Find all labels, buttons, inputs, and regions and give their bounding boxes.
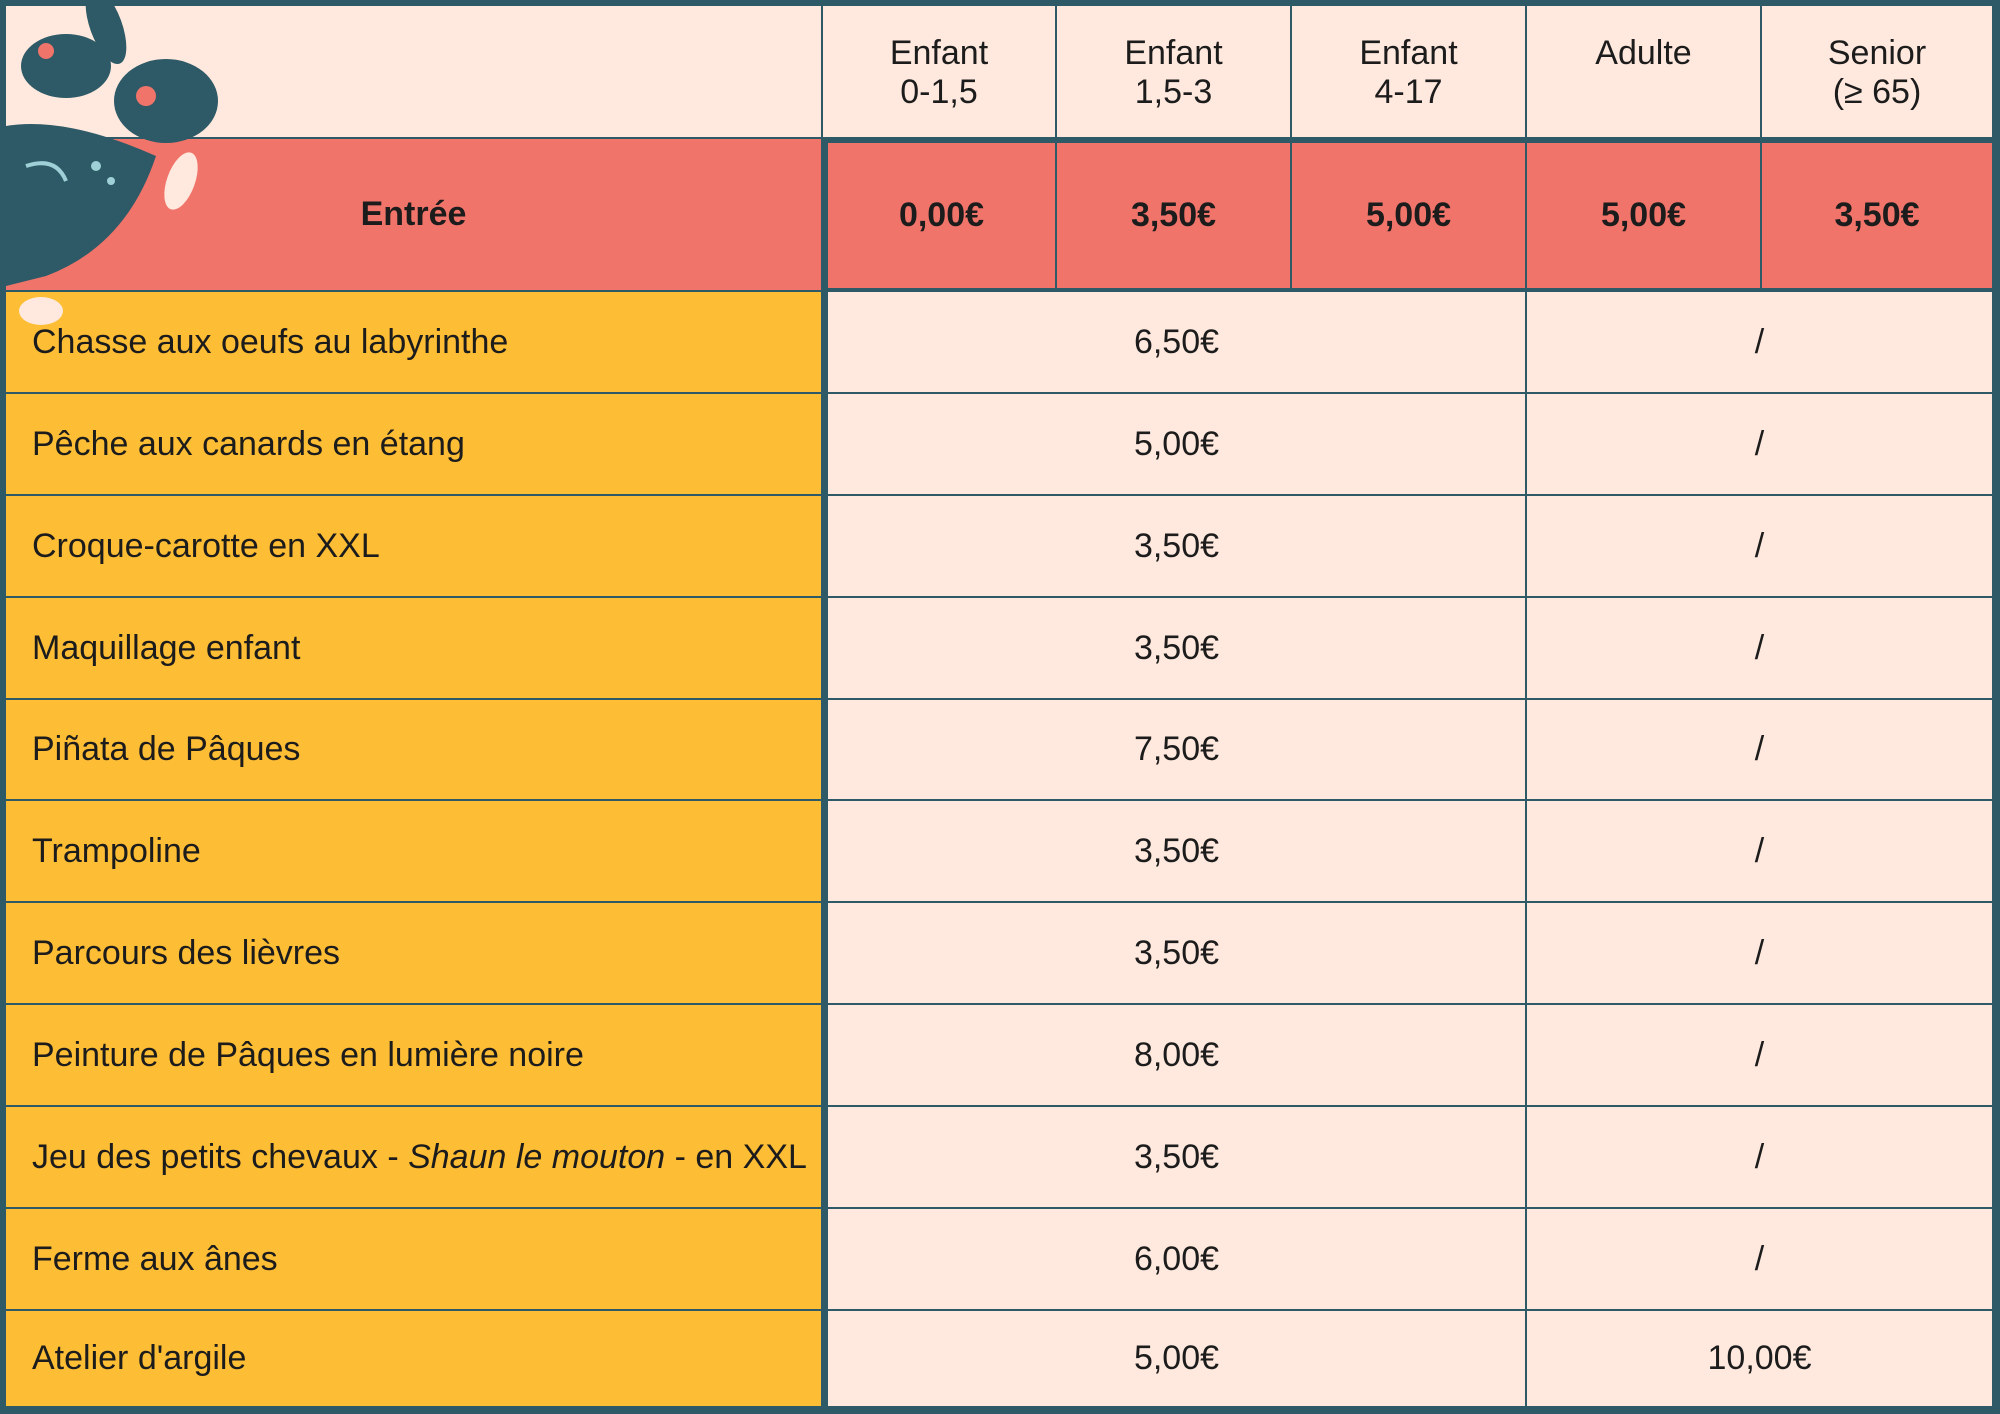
rabbit-illustration [6,6,218,325]
entry-price: 3,50€ [1057,139,1292,292]
header-line: Enfant [889,34,989,72]
adult-price: / [1527,496,1994,598]
child-price: 6,00€ [823,1209,1527,1311]
activity-name-text: Pêche aux canards en étang [32,424,465,463]
activity-name-text: Trampoline [32,831,201,870]
child-price: 3,50€ [823,1107,1527,1209]
child-price-text: 3,50€ [1133,526,1220,565]
entry-price-text: 3,50€ [1130,196,1217,234]
entry-price: 5,00€ [1527,139,1762,292]
activity-name-text: Maquillage enfant [32,628,301,667]
header-line: 0-1,5 [900,73,978,111]
adult-price: / [1527,801,1994,903]
adult-price: / [1527,700,1994,801]
child-price-text: 5,00€ [1133,1339,1220,1377]
child-price: 5,00€ [823,394,1527,496]
activity-name: Piñata de Pâques [6,700,823,801]
adult-price: / [1527,903,1994,1005]
child-price: 5,00€ [823,1311,1527,1408]
adult-price-text: / [1754,526,1765,565]
child-price-text: 3,50€ [1133,628,1220,667]
child-price: 3,50€ [823,903,1527,1005]
activity-name: Parcours des lièvres [6,903,823,1005]
child-price: 8,00€ [823,1005,1527,1107]
activity-name-text: Ferme aux ânes [32,1239,278,1278]
child-price-text: 3,50€ [1133,831,1220,870]
child-price-text: 6,50€ [1133,322,1220,361]
activity-name-part: Shaun le mouton [408,1137,666,1176]
column-header: Enfant 4-17 [1292,6,1527,139]
adult-price-text: / [1754,831,1765,870]
adult-price-text: / [1754,1035,1765,1074]
child-price-text: 5,00€ [1133,424,1220,463]
activity-name-text: Parcours des lièvres [32,933,341,972]
adult-price: / [1527,1209,1994,1311]
entry-price-text: 5,00€ [1600,196,1687,234]
child-price: 3,50€ [823,801,1527,903]
header-line: 1,5-3 [1134,73,1213,111]
activity-name-part: - en XXL [665,1137,807,1176]
entry-label-text: Entrée [360,195,467,233]
child-price-text: 6,00€ [1133,1239,1220,1278]
child-price: 3,50€ [823,598,1527,700]
column-header: Senior (≥ 65) [1762,6,1994,139]
header-line: (≥ 65) [1832,73,1922,111]
activity-name-part: Jeu des petits chevaux - [32,1137,409,1176]
child-price-text: 3,50€ [1133,1137,1220,1176]
activity-name: Pêche aux canards en étang [6,394,823,496]
activity-name-text: Peinture de Pâques en lumière noire [32,1035,584,1074]
adult-price: / [1527,292,1994,394]
child-price: 6,50€ [823,292,1527,394]
header-line: Enfant [1124,34,1223,72]
activity-name: Peinture de Pâques en lumière noire [6,1005,823,1107]
child-price: 7,50€ [823,700,1527,801]
child-price-text: 3,50€ [1133,933,1220,972]
adult-price-text: / [1754,933,1765,972]
child-price: 3,50€ [823,496,1527,598]
child-price-text: 8,00€ [1133,1035,1220,1074]
adult-price-text: 10,00€ [1707,1339,1812,1377]
adult-price: / [1527,1005,1994,1107]
column-header: Enfant 1,5-3 [1057,6,1292,139]
activity-name-text: Chasse aux oeufs au labyrinthe [32,322,509,361]
adult-price-text: / [1754,1137,1765,1176]
adult-price-text: / [1754,322,1765,361]
header-line: Adulte [1595,34,1692,72]
header-line: Senior [1827,34,1927,72]
entry-price: 5,00€ [1292,139,1527,292]
header-line: Enfant [1359,34,1458,72]
adult-price-text: / [1754,730,1765,768]
activity-name-text: Croque-carotte en XXL [32,526,380,565]
column-header: Enfant 0-1,5 [823,6,1057,139]
column-header: Adulte [1527,6,1762,139]
adult-price-text: / [1754,1239,1765,1278]
activity-name: Ferme aux ânes [6,1209,823,1311]
entry-price: 3,50€ [1762,139,1994,292]
child-price-text: 7,50€ [1133,730,1220,768]
adult-price: / [1527,1107,1994,1209]
activity-name: Atelier d'argile [6,1311,823,1408]
activity-name-text: Piñata de Pâques [32,730,301,768]
activity-name-text: Atelier d'argile [32,1339,247,1377]
activity-name: Maquillage enfant [6,598,823,700]
entry-price: 0,00€ [823,139,1057,292]
adult-price-text: / [1754,424,1765,463]
activity-name: Trampoline [6,801,823,903]
activity-name: Jeu des petits chevaux - Shaun le mouton… [6,1107,823,1209]
adult-price: / [1527,598,1994,700]
entry-price-text: 0,00€ [898,196,985,234]
entry-price-text: 3,50€ [1834,196,1920,234]
adult-price: / [1527,394,1994,496]
adult-price-text: / [1754,628,1765,667]
activity-name: Chasse aux oeufs au labyrinthe [6,292,823,394]
adult-price: 10,00€ [1527,1311,1994,1408]
entry-price-text: 5,00€ [1365,196,1452,234]
header-line: 4-17 [1374,73,1443,111]
activity-name: Croque-carotte en XXL [6,496,823,598]
